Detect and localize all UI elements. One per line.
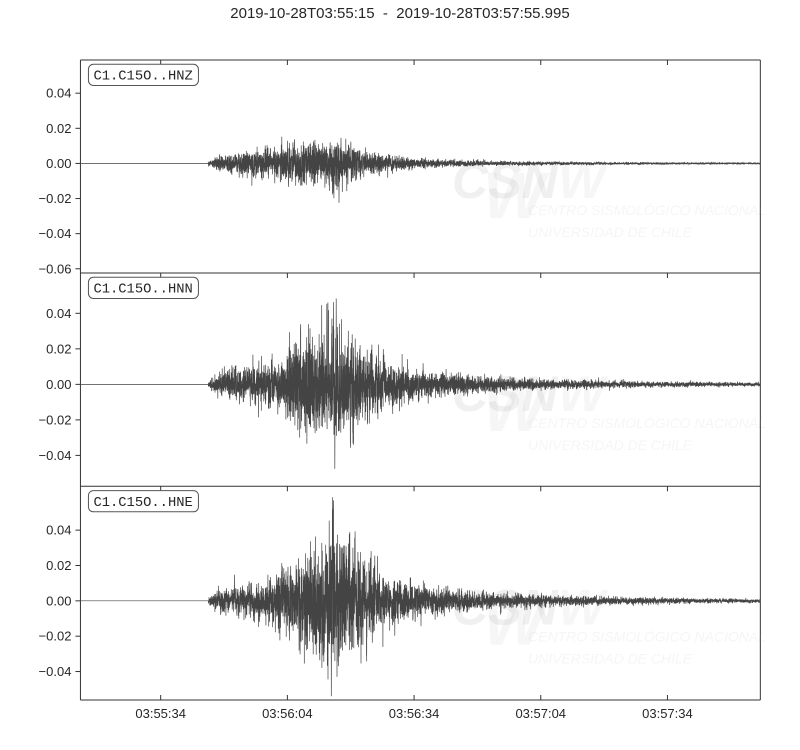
svg-text:−0.04: −0.04 [39,226,72,241]
svg-text:UNIVERSIDAD DE CHILE: UNIVERSIDAD DE CHILE [528,224,693,240]
svg-text:0.02: 0.02 [46,341,71,356]
svg-text:03:55:34: 03:55:34 [135,706,186,721]
svg-text:0.02: 0.02 [46,558,71,573]
svg-text:UNIVERSIDAD DE CHILE: UNIVERSIDAD DE CHILE [528,437,693,453]
svg-text:UNIVERSIDAD DE CHILE: UNIVERSIDAD DE CHILE [528,650,693,666]
svg-text:C1.C15O..HNZ: C1.C15O..HNZ [93,70,192,85]
svg-text:03:57:04: 03:57:04 [515,706,566,721]
svg-text:−0.02: −0.02 [39,629,72,644]
svg-text:CENTRO SISMOLÓGICO NACIONAL: CENTRO SISMOLÓGICO NACIONAL [528,202,766,218]
svg-text:W: W [558,366,609,422]
svg-text:C1.C15O..HNE: C1.C15O..HNE [93,496,192,511]
svg-text:−0.06: −0.06 [39,261,72,276]
svg-text:CENTRO SISMOLÓGICO NACIONAL: CENTRO SISMOLÓGICO NACIONAL [528,628,766,644]
svg-text:2019-10-28T03:55:15 - 2019-1: 2019-10-28T03:55:15 - 2019-10-28T03:57:5… [230,5,569,22]
svg-text:0.02: 0.02 [46,121,71,136]
svg-text:−0.02: −0.02 [39,412,72,427]
svg-text:0.00: 0.00 [46,377,71,392]
svg-text:03:57:34: 03:57:34 [642,706,693,721]
svg-text:0.04: 0.04 [46,306,71,321]
svg-text:0.00: 0.00 [46,593,71,608]
svg-text:−0.04: −0.04 [39,448,72,463]
svg-text:C1.C15O..HNN: C1.C15O..HNN [93,283,192,298]
svg-text:W: W [558,153,609,209]
svg-text:−0.02: −0.02 [39,191,72,206]
svg-text:03:56:34: 03:56:34 [389,706,440,721]
svg-text:W: W [483,158,550,232]
svg-text:−0.04: −0.04 [39,664,72,679]
svg-text:0.04: 0.04 [46,523,71,538]
svg-text:CENTRO SISMOLÓGICO NACIONAL: CENTRO SISMOLÓGICO NACIONAL [528,415,766,431]
svg-text:03:56:04: 03:56:04 [262,706,313,721]
svg-text:0.04: 0.04 [46,86,71,101]
svg-text:0.00: 0.00 [46,156,71,171]
